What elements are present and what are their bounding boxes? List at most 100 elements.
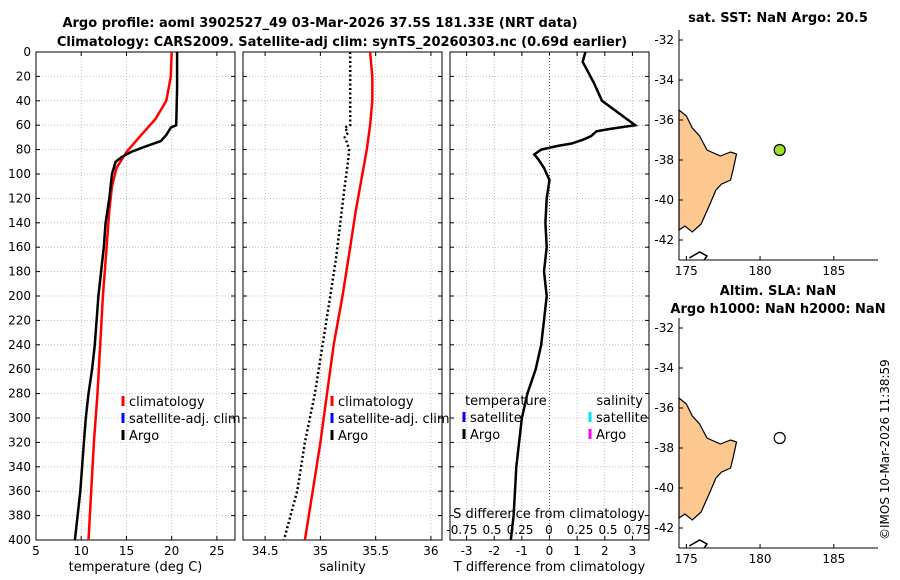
y-tick-label: 320 [8, 435, 31, 449]
map-x-tick-label: 175 [675, 552, 698, 566]
x-tick-label: 35 [313, 544, 328, 558]
map-x-tick-label: 185 [822, 552, 845, 566]
top-axis-tick-label: 0.25 [507, 523, 534, 537]
map-y-tick-label: -32 [654, 321, 674, 335]
y-tick-label: 120 [8, 191, 31, 205]
argo-temperature-line [73, 52, 179, 541]
y-tick-label: 280 [8, 387, 31, 401]
legend-label: satellite [596, 411, 648, 426]
x-tick-label: 2 [601, 544, 609, 558]
map-x-tick-label: 185 [822, 264, 845, 278]
y-tick-label: 160 [8, 240, 31, 254]
y-tick-label: 60 [16, 118, 31, 132]
y-tick-label: 80 [16, 143, 31, 157]
climatology-salinity-line [303, 51, 374, 541]
legend-label: satellite-adj. clim [129, 412, 241, 427]
top-axis-tick-label: 0 [545, 523, 553, 537]
y-tick-label: 180 [8, 265, 31, 279]
y-tick-label: 240 [8, 338, 31, 352]
top-axis-tick-label: -0.75 [446, 523, 477, 537]
argo-salinity-line [282, 52, 352, 541]
temperature-panel: 5 10 15 20 25 0 20 40 60 80 100 120 140 160 180 200 220 2… [8, 45, 241, 575]
map-y-tick-label: -34 [654, 73, 674, 87]
x-tick-label: 15 [119, 544, 134, 558]
y-tick-label: 140 [8, 216, 31, 230]
map-y-tick-label: -40 [654, 481, 674, 495]
x-tick-label: 36 [423, 544, 438, 558]
legend-label: Argo [129, 429, 159, 444]
salinity-legend-title: salinity [596, 394, 643, 409]
argo-position-marker [773, 143, 786, 157]
y-tick-label: 360 [8, 484, 31, 498]
sla-map-panel: -32 -34 -36 -38 -40 -42 175 180 185 [654, 318, 878, 566]
land-new-zealand [678, 108, 738, 233]
map-y-tick-label: -38 [654, 441, 674, 455]
map-y-tick-label: -36 [654, 401, 674, 415]
y-tick-label: 340 [8, 460, 31, 474]
map-y-tick-label: -34 [654, 361, 674, 375]
x-tick-label: -1 [516, 544, 528, 558]
x-tick-label: 25 [209, 544, 224, 558]
x-tick-label: 1 [573, 544, 581, 558]
map-x-tick-label: 175 [675, 264, 698, 278]
top-axis-tick-label: 0.5 [482, 523, 501, 537]
map-y-tick-label: -42 [654, 521, 674, 535]
legend-label: satellite [470, 411, 522, 426]
y-tick-label: 380 [8, 509, 31, 523]
x-tick-label: 34.5 [252, 544, 279, 558]
x-tick-label: 10 [74, 544, 89, 558]
x-tick-label: 20 [164, 544, 179, 558]
x-axis-label: temperature (deg C) [69, 560, 203, 575]
top-axis-tick-label: 0.75 [624, 523, 651, 537]
x-axis-label: salinity [319, 560, 366, 575]
figure-title-line2: Climatology: CARS2009. Satellite-adj cli… [57, 35, 627, 50]
x-tick-label: -2 [488, 544, 500, 558]
sst-map-panel: -32 -34 -36 -38 -40 -42 175 180 185 [654, 30, 878, 278]
difference-panel: -3 -2 -1 0 1 2 3 T difference from climatology t… [446, 51, 651, 575]
y-tick-label: 100 [8, 167, 31, 181]
top-axis-tick-label: 0.25 [567, 523, 594, 537]
land-coast-fragment [688, 539, 709, 549]
x-tick-label: -3 [461, 544, 473, 558]
sla-map-title-line1: Altim. SLA: NaN [720, 284, 836, 299]
y-tick-label: 260 [8, 362, 31, 376]
map-y-tick-label: -42 [654, 233, 674, 247]
legend-label: Argo [596, 428, 626, 443]
y-tick-label: 220 [8, 313, 31, 327]
x-tick-label: 0 [546, 544, 554, 558]
map-y-tick-label: -32 [654, 33, 674, 47]
y-tick-label: 40 [16, 94, 31, 108]
sla-map-title-line2: Argo h1000: NaN h2000: NaN [670, 302, 885, 317]
top-axis-tick-label: 0.5 [598, 523, 617, 537]
x-tick-label: 5 [32, 544, 40, 558]
legend-label: satellite-adj. clim [338, 412, 450, 427]
y-tick-label: 0 [23, 45, 31, 59]
argo-position-marker [773, 431, 786, 445]
temperature-legend-title: temperature [465, 394, 547, 409]
argo-temperature-difference-line [509, 51, 639, 541]
legend-label: climatology [338, 395, 414, 410]
top-axis-label: S difference from climatology [453, 507, 645, 522]
timestamp-text: ©IMOS 10-Mar-2026 11:38:59 [878, 359, 892, 540]
x-axis-label: T difference from climatology [453, 560, 646, 575]
salinity-panel: 34.5 35 35.5 36 salinity climatology satellite… [242, 51, 450, 575]
y-tick-label: 400 [8, 533, 31, 547]
land-coast-fragment [688, 251, 709, 261]
x-tick-label: 35.5 [362, 544, 389, 558]
map-x-tick-label: 180 [749, 552, 772, 566]
climatology-temperature-line [87, 51, 173, 541]
legend-label: Argo [470, 428, 500, 443]
y-tick-label: 200 [8, 289, 31, 303]
land-new-zealand [678, 396, 738, 521]
legend-label: climatology [129, 395, 205, 410]
y-tick-label: 20 [16, 69, 31, 83]
map-y-tick-label: -36 [654, 113, 674, 127]
y-tick-label: 300 [8, 411, 31, 425]
timestamp: ©IMOS 10-Mar-2026 11:38:59 [878, 340, 894, 540]
sst-map-title: sat. SST: NaN Argo: 20.5 [688, 11, 868, 26]
x-tick-label: 3 [629, 544, 637, 558]
legend-label: Argo [338, 429, 368, 444]
map-y-tick-label: -40 [654, 193, 674, 207]
map-x-tick-label: 180 [749, 264, 772, 278]
